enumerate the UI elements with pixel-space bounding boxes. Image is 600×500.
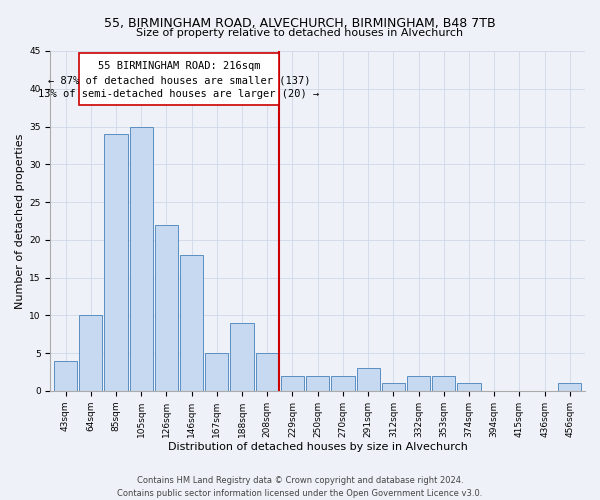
Bar	[306, 376, 329, 391]
Text: 13% of semi-detached houses are larger (20) →: 13% of semi-detached houses are larger (…	[38, 88, 320, 99]
Bar	[432, 376, 455, 391]
Bar	[558, 384, 581, 391]
Bar	[382, 384, 405, 391]
Bar	[407, 376, 430, 391]
Bar	[281, 376, 304, 391]
Bar	[79, 316, 103, 391]
Text: 55 BIRMINGHAM ROAD: 216sqm: 55 BIRMINGHAM ROAD: 216sqm	[98, 60, 260, 70]
Bar	[230, 323, 254, 391]
Bar	[104, 134, 128, 391]
Bar	[457, 384, 481, 391]
Bar	[205, 353, 229, 391]
Text: Size of property relative to detached houses in Alvechurch: Size of property relative to detached ho…	[136, 28, 464, 38]
Text: Contains HM Land Registry data © Crown copyright and database right 2024.
Contai: Contains HM Land Registry data © Crown c…	[118, 476, 482, 498]
Text: 55, BIRMINGHAM ROAD, ALVECHURCH, BIRMINGHAM, B48 7TB: 55, BIRMINGHAM ROAD, ALVECHURCH, BIRMING…	[104, 18, 496, 30]
X-axis label: Distribution of detached houses by size in Alvechurch: Distribution of detached houses by size …	[168, 442, 467, 452]
Bar	[331, 376, 355, 391]
Y-axis label: Number of detached properties: Number of detached properties	[15, 133, 25, 308]
Bar	[256, 353, 279, 391]
Bar	[130, 126, 153, 391]
Bar	[54, 360, 77, 391]
Bar	[356, 368, 380, 391]
Text: ← 87% of detached houses are smaller (137): ← 87% of detached houses are smaller (13…	[48, 75, 310, 85]
FancyBboxPatch shape	[79, 52, 278, 106]
Bar	[180, 255, 203, 391]
Bar	[155, 224, 178, 391]
